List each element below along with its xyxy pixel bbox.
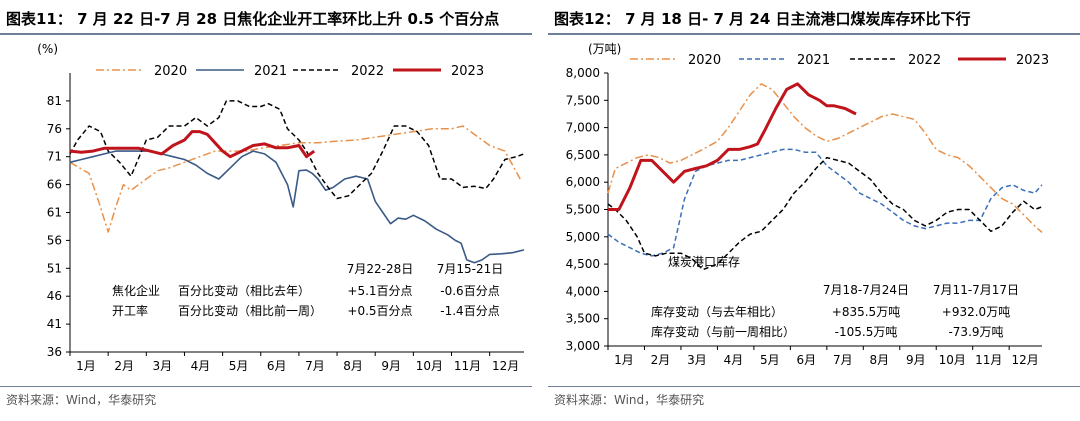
x-tick-label: 1月 (614, 353, 634, 367)
y-tick-label: 61 (47, 206, 62, 220)
legend-label: 2020 (688, 53, 721, 68)
annotation-heading: 煤炭港口库存 (668, 254, 740, 269)
y-tick-label: 66 (47, 178, 62, 192)
line-chart-coking-rate: (%) 36 41 46 51 56 61 66 71 76 81 1月 2月 3月 4月 5月 6月 7月 8月 9… (37, 42, 525, 373)
annotation-value: +932.0万吨 (942, 305, 1010, 319)
x-tick-label: 7月 (833, 353, 853, 367)
annotation-row-label: 开工率 (112, 303, 148, 318)
source-note: 资料来源：Wind，华泰研究 (6, 393, 157, 407)
x-tick-label: 4月 (191, 359, 211, 373)
annotation-col-header: 7月15-21日 (437, 262, 504, 276)
x-tick-label: 4月 (724, 353, 744, 367)
x-tick-label: 3月 (152, 359, 172, 373)
y-tick-label: 56 (47, 233, 62, 247)
x-tick-label: 11月 (454, 359, 481, 373)
x-tick-label: 9月 (381, 359, 401, 373)
annotation-row-desc: 百分比变动（相比前一周） (178, 303, 322, 318)
annotation-col-header: 7月18-7月24日 (823, 283, 909, 297)
y-tick-label: 51 (47, 261, 62, 275)
y-tick-label: 6,000 (566, 175, 600, 189)
annotation-value: -105.5万吨 (835, 325, 898, 339)
x-tick-label: 6月 (267, 359, 287, 373)
x-tick-label: 2月 (114, 359, 134, 373)
y-tick-label: 76 (47, 122, 62, 136)
annotation-value: +5.1百分点 (347, 284, 412, 298)
legend-label: 2022 (908, 53, 941, 68)
y-tick-label: 5,500 (566, 203, 600, 217)
annotation-row-desc: 库存变动（与去年相比） (651, 304, 783, 319)
y-tick-label: 8,000 (566, 66, 600, 80)
source-rule (0, 386, 532, 387)
x-tick-label: 5月 (229, 359, 249, 373)
series-line-2021 (607, 148, 1043, 257)
chart-title: 图表12： 7 月 18 日- 7 月 24 日主流港口煤炭库存环比下行 (554, 10, 971, 28)
annotation-value: +835.5万吨 (832, 305, 900, 319)
title-rule (548, 33, 1080, 35)
annotation-row-desc: 百分比变动（相比去年） (178, 283, 310, 298)
series-line-2020 (69, 125, 521, 233)
series-line-2022 (69, 100, 525, 200)
y-tick-label: 71 (47, 150, 62, 164)
x-tick-label: 12月 (492, 359, 519, 373)
y-tick-label: 4,500 (566, 257, 600, 271)
series-line-2022 (607, 156, 1043, 271)
chart-panel-left: 图表11： 7 月 22 日-7 月 28 日焦化企业开工率环比上升 0.5 个… (0, 0, 532, 421)
x-tick-label: 11月 (975, 353, 1002, 367)
y-tick-label: 36 (47, 345, 62, 359)
y-tick-label: 46 (47, 289, 62, 303)
y-tick-label: 5,000 (566, 230, 600, 244)
x-tick-label: 5月 (760, 353, 780, 367)
y-unit-label: (万吨) (588, 42, 621, 56)
source-note: 资料来源：Wind，华泰研究 (554, 393, 705, 407)
y-unit-label: (%) (37, 42, 58, 56)
annotation-col-header: 7月11-7月17日 (933, 283, 1019, 297)
series-line-2023 (69, 130, 316, 159)
legend-label: 2020 (154, 64, 187, 79)
x-tick-label: 10月 (416, 359, 443, 373)
x-tick-label: 7月 (305, 359, 325, 373)
x-tick-label: 1月 (76, 359, 96, 373)
annotation-value: -0.6百分点 (440, 284, 499, 298)
legend-label: 2023 (1016, 53, 1049, 68)
line-chart-port-coal-stock: (万吨) 3,000 3,500 4,000 4,500 5,000 5,500 6,000 6… (566, 42, 1049, 367)
y-tick-label: 6,500 (566, 148, 600, 162)
annotation-col-header: 7月22-28日 (347, 262, 414, 276)
series-line-2021 (69, 150, 525, 264)
y-tick-label: 7,500 (566, 93, 600, 107)
legend-label: 2023 (451, 64, 484, 79)
x-tick-label: 8月 (343, 359, 363, 373)
chart-title: 图表11： 7 月 22 日-7 月 28 日焦化企业开工率环比上升 0.5 个… (6, 10, 500, 28)
legend-label: 2021 (254, 64, 287, 79)
x-tick-label: 3月 (687, 353, 707, 367)
x-tick-label: 12月 (1012, 353, 1039, 367)
y-tick-label: 4,000 (566, 284, 600, 298)
series-line-2020 (607, 83, 1043, 233)
x-tick-label: 6月 (797, 353, 817, 367)
annotation-value: -73.9万吨 (948, 325, 1003, 339)
y-tick-label: 3,000 (566, 339, 600, 353)
series-line-2023 (608, 82, 857, 211)
x-tick-label: 8月 (869, 353, 889, 367)
annotation-value: -1.4百分点 (440, 304, 499, 318)
legend-label: 2021 (797, 53, 830, 68)
y-tick-label: 81 (47, 94, 62, 108)
annotation-value: +0.5百分点 (347, 304, 412, 318)
y-tick-label: 41 (47, 317, 62, 331)
annotation-row-label: 焦化企业 (112, 283, 160, 298)
x-tick-label: 2月 (651, 353, 671, 367)
annotation-row-desc: 库存变动（与前一周相比） (651, 324, 795, 339)
legend-label: 2022 (351, 64, 384, 79)
x-tick-label: 10月 (939, 353, 966, 367)
x-tick-label: 9月 (906, 353, 926, 367)
title-rule (0, 33, 532, 35)
y-tick-label: 7,000 (566, 121, 600, 135)
chart-panel-right: 图表12： 7 月 18 日- 7 月 24 日主流港口煤炭库存环比下行 (万吨… (548, 0, 1080, 421)
y-tick-label: 3,500 (566, 312, 600, 326)
source-rule (548, 386, 1080, 387)
